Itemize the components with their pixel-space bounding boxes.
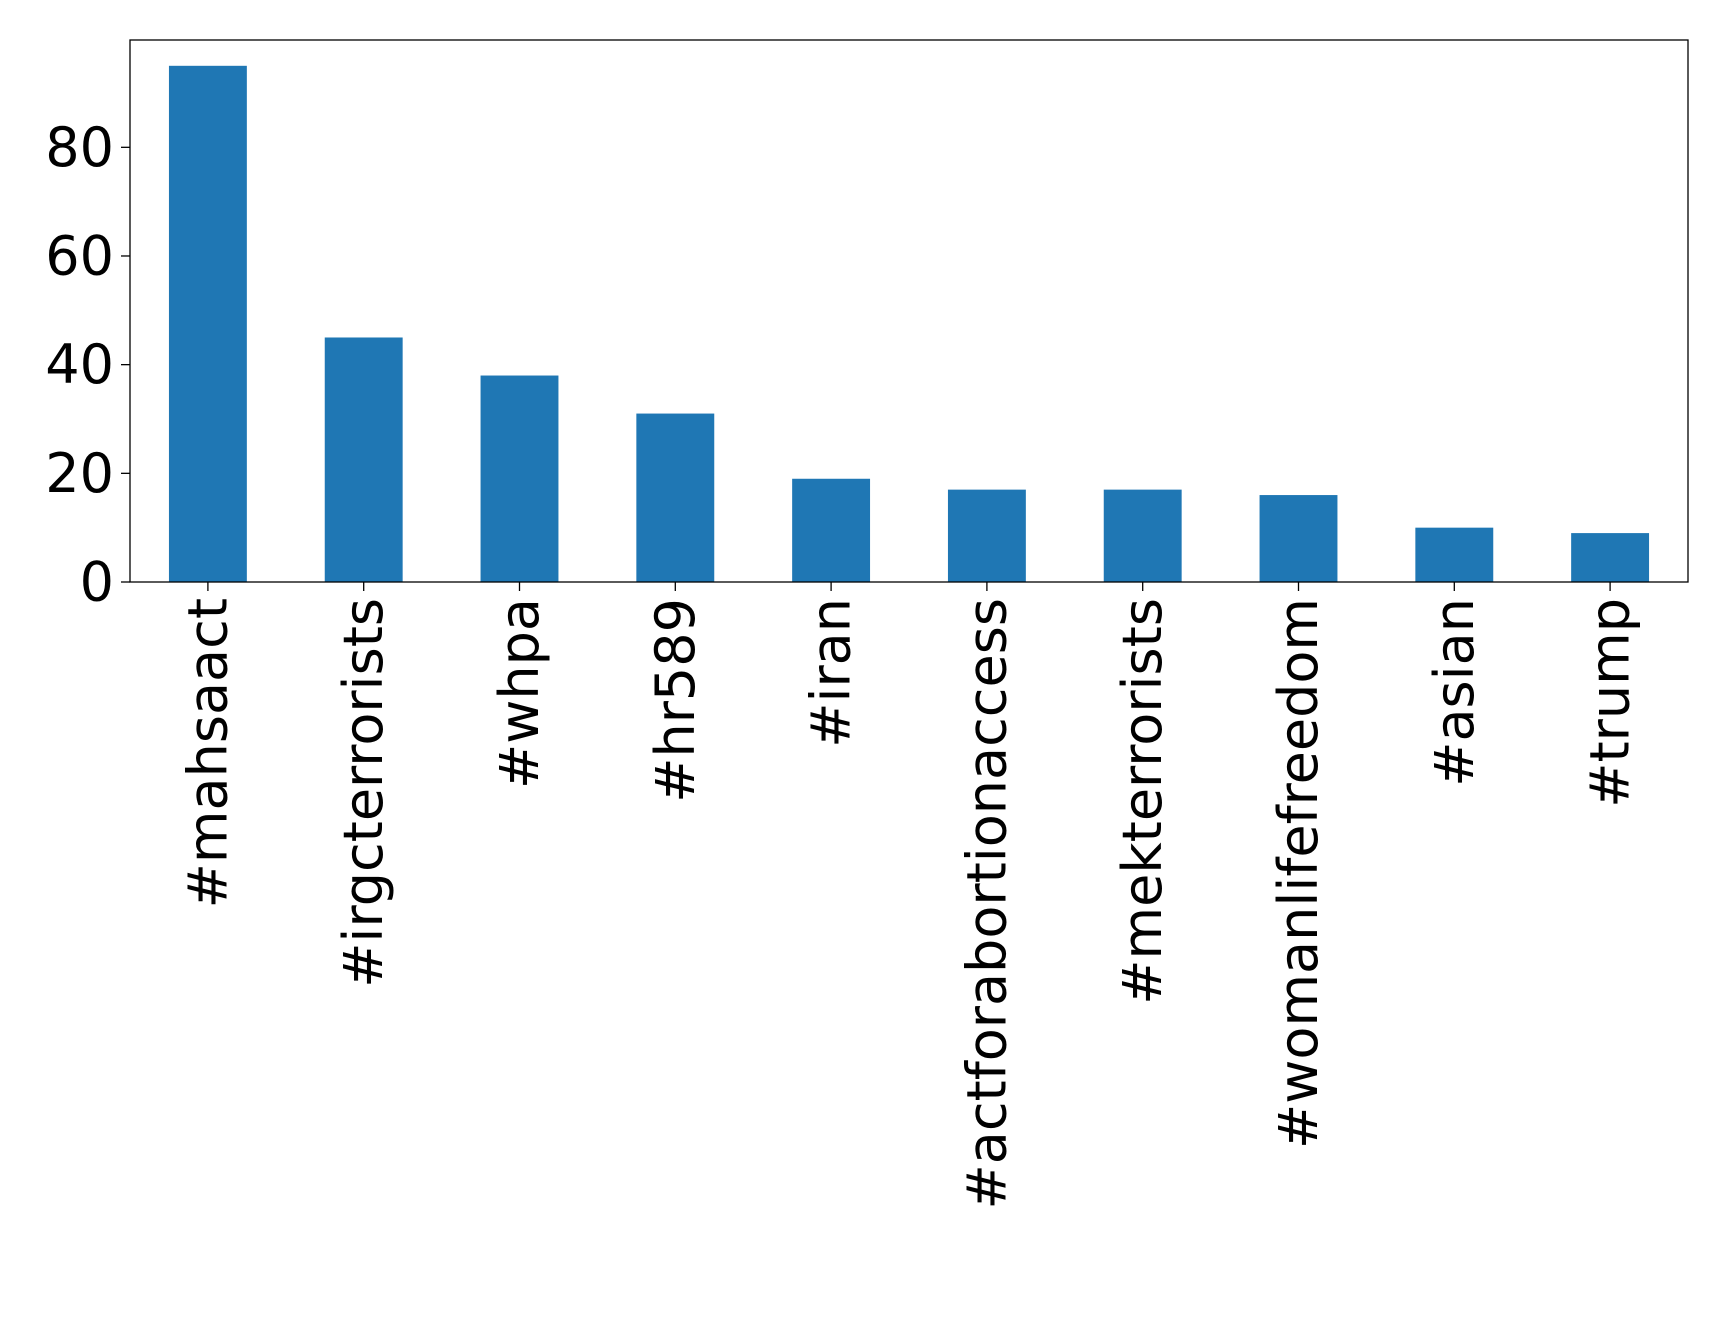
x-tick-label-mahsaact: #mahsaact xyxy=(176,598,239,908)
bar-hr589 xyxy=(636,413,715,582)
x-tick-label-trump: #trump xyxy=(1579,598,1642,808)
bar-iran xyxy=(792,478,871,582)
bar-whpa xyxy=(480,375,559,582)
x-tick-label-mekterrorists: #mekterrorists xyxy=(1111,598,1174,1005)
plot-area xyxy=(168,65,1650,583)
x-tick-label-whpa: #whpa xyxy=(488,598,551,789)
bar-asian xyxy=(1415,527,1494,582)
x-tick-label-hr589: #hr589 xyxy=(644,598,707,803)
x-tick-label-asian: #asian xyxy=(1423,598,1486,787)
x-tick-label-irgcterrorists: #irgcterrorists xyxy=(332,598,395,988)
bar-trump xyxy=(1571,533,1650,582)
y-tick-label: 20 xyxy=(45,442,114,505)
x-axis: #mahsaact #irgcterrorists #whpa #hr589 #iran… xyxy=(176,582,1642,1209)
y-tick-label: 40 xyxy=(45,333,114,396)
x-tick-label-iran: #iran xyxy=(800,598,863,748)
bar-irgcterrorists xyxy=(324,337,403,582)
x-tick-label-womanlifefreedom: #womanlifefreedom xyxy=(1267,598,1330,1149)
bar-mekterrorists xyxy=(1103,489,1182,582)
y-tick-label: 80 xyxy=(45,116,114,179)
y-tick-label: 60 xyxy=(45,224,114,287)
x-tick-label-actforabortionaccess: #actforabortionaccess xyxy=(955,598,1018,1209)
bar-actforabortionaccess xyxy=(947,489,1026,582)
bar-mahsaact xyxy=(168,65,247,583)
y-tick-label: 0 xyxy=(80,551,114,614)
y-axis: 0 20 40 60 80 xyxy=(45,116,130,614)
plot-frame xyxy=(129,39,1689,583)
bar-womanlifefreedom xyxy=(1259,495,1338,582)
